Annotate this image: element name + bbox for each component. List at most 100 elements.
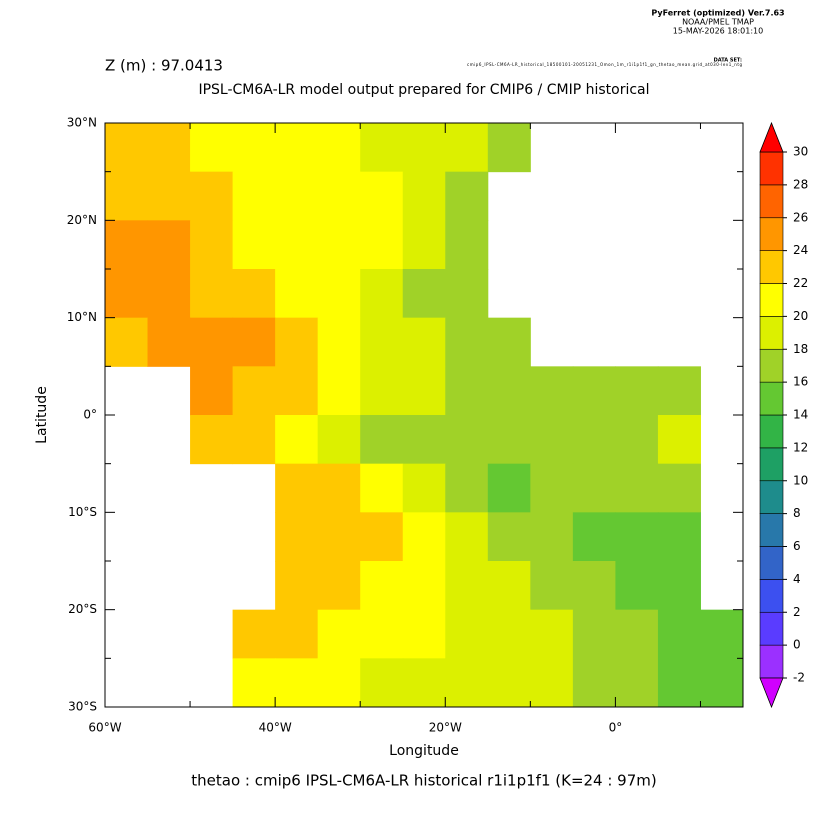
heat-cell	[147, 220, 191, 270]
heat-cell	[530, 366, 574, 416]
heat-cell	[487, 561, 531, 611]
header-line: NOAA/PMEL TMAP	[682, 18, 754, 27]
colorbar-label: 2	[793, 605, 801, 619]
heat-cell	[360, 317, 404, 367]
heat-cell	[402, 463, 446, 513]
heat-cell	[487, 317, 531, 367]
x-tick-label: 40°W	[259, 721, 292, 735]
colorbar-band	[759, 414, 784, 449]
colorbar-band	[759, 447, 784, 482]
x-tick-label: 0°	[609, 721, 623, 735]
heat-cell	[275, 269, 319, 319]
heat-cell	[445, 123, 489, 173]
heat-cell	[275, 561, 319, 611]
colorbar-label: 10	[793, 473, 808, 487]
heat-cell	[487, 609, 531, 659]
heat-cell	[317, 512, 361, 562]
heat-cell	[190, 317, 234, 367]
colorbar-band	[759, 348, 784, 383]
heat-cell	[615, 415, 659, 465]
colorbar-label: 14	[793, 408, 808, 422]
heat-cell	[572, 366, 616, 416]
heat-cell	[232, 658, 276, 708]
colorbar-band	[759, 250, 784, 284]
heat-cell	[657, 512, 701, 562]
colorbar-band	[759, 513, 784, 547]
heat-cell	[147, 317, 191, 367]
colorbar-band	[759, 381, 784, 416]
heat-cell	[657, 609, 701, 659]
colorbar-label: 18	[793, 342, 808, 356]
colorbar-band	[759, 151, 784, 186]
colorbar-under	[759, 677, 784, 709]
heat-cell	[445, 415, 489, 465]
heat-cell	[402, 512, 446, 562]
y-tick-label: 10°N	[67, 310, 97, 324]
heat-cell	[317, 220, 361, 270]
colorbar-label: 26	[793, 210, 808, 224]
heat-cell	[487, 366, 531, 416]
heat-cell	[232, 317, 276, 367]
heat-cell	[487, 123, 531, 173]
heat-cell	[275, 366, 319, 416]
heat-cell	[232, 220, 276, 270]
heat-cell	[402, 609, 446, 659]
dataset-name: cmip6_IPSL-CM6A-LR_historical_18500101-2…	[467, 62, 742, 67]
heat-cell	[360, 512, 404, 562]
chart-footer: thetao : cmip6 IPSL-CM6A-LR historical r…	[191, 772, 656, 790]
heat-cell	[402, 561, 446, 611]
heat-cell	[317, 658, 361, 708]
y-tick-label: 30°N	[67, 116, 97, 130]
colorbar-label: 16	[793, 375, 808, 389]
heat-cell	[275, 658, 319, 708]
colorbar-band	[759, 644, 784, 679]
heat-cell	[487, 512, 531, 562]
heat-cell	[105, 171, 149, 221]
heat-cell	[360, 269, 404, 319]
heat-cell	[147, 171, 191, 221]
heat-cell	[530, 415, 574, 465]
colorbar-band	[759, 611, 784, 646]
heat-cell	[445, 269, 489, 319]
colorbar-label: -2	[793, 671, 805, 685]
heat-cell	[572, 512, 616, 562]
heat-cell	[105, 269, 149, 319]
heat-cell	[190, 269, 234, 319]
heat-cell	[445, 317, 489, 367]
heat-cell	[572, 609, 616, 659]
heat-cell	[530, 463, 574, 513]
heat-cell	[275, 609, 319, 659]
heat-cell	[317, 561, 361, 611]
heat-cell	[275, 123, 319, 173]
colorbar-label: 12	[793, 440, 808, 454]
heat-cell	[275, 220, 319, 270]
heat-cell	[657, 366, 701, 416]
colorbar-label: 20	[793, 309, 808, 323]
heat-cell	[700, 609, 744, 659]
heat-cell	[190, 220, 234, 270]
dataset-label: DATA SET:	[714, 58, 742, 64]
heat-cell	[190, 366, 234, 416]
heat-cell	[487, 658, 531, 708]
heat-cell	[360, 415, 404, 465]
y-tick-label: 20°S	[68, 602, 97, 616]
heat-cell	[402, 658, 446, 708]
colorbar-band	[759, 217, 784, 251]
heat-cell	[275, 463, 319, 513]
heat-cell	[317, 609, 361, 659]
heat-cell	[402, 317, 446, 367]
heat-cell	[190, 123, 234, 173]
heat-cell	[402, 269, 446, 319]
heat-cell	[147, 123, 191, 173]
x-axis-label: Longitude	[389, 743, 459, 759]
x-tick-label: 20°W	[429, 721, 462, 735]
header-line: 15-MAY-2026 18:01:10	[673, 27, 763, 36]
heat-cell	[657, 658, 701, 708]
colorbar-label: 24	[793, 243, 808, 257]
y-tick-label: 30°S	[68, 700, 97, 714]
heat-cell	[657, 415, 701, 465]
colorbar-label: 6	[793, 539, 801, 553]
y-tick-label: 20°N	[67, 213, 97, 227]
heat-cell	[445, 658, 489, 708]
heat-cell	[402, 366, 446, 416]
